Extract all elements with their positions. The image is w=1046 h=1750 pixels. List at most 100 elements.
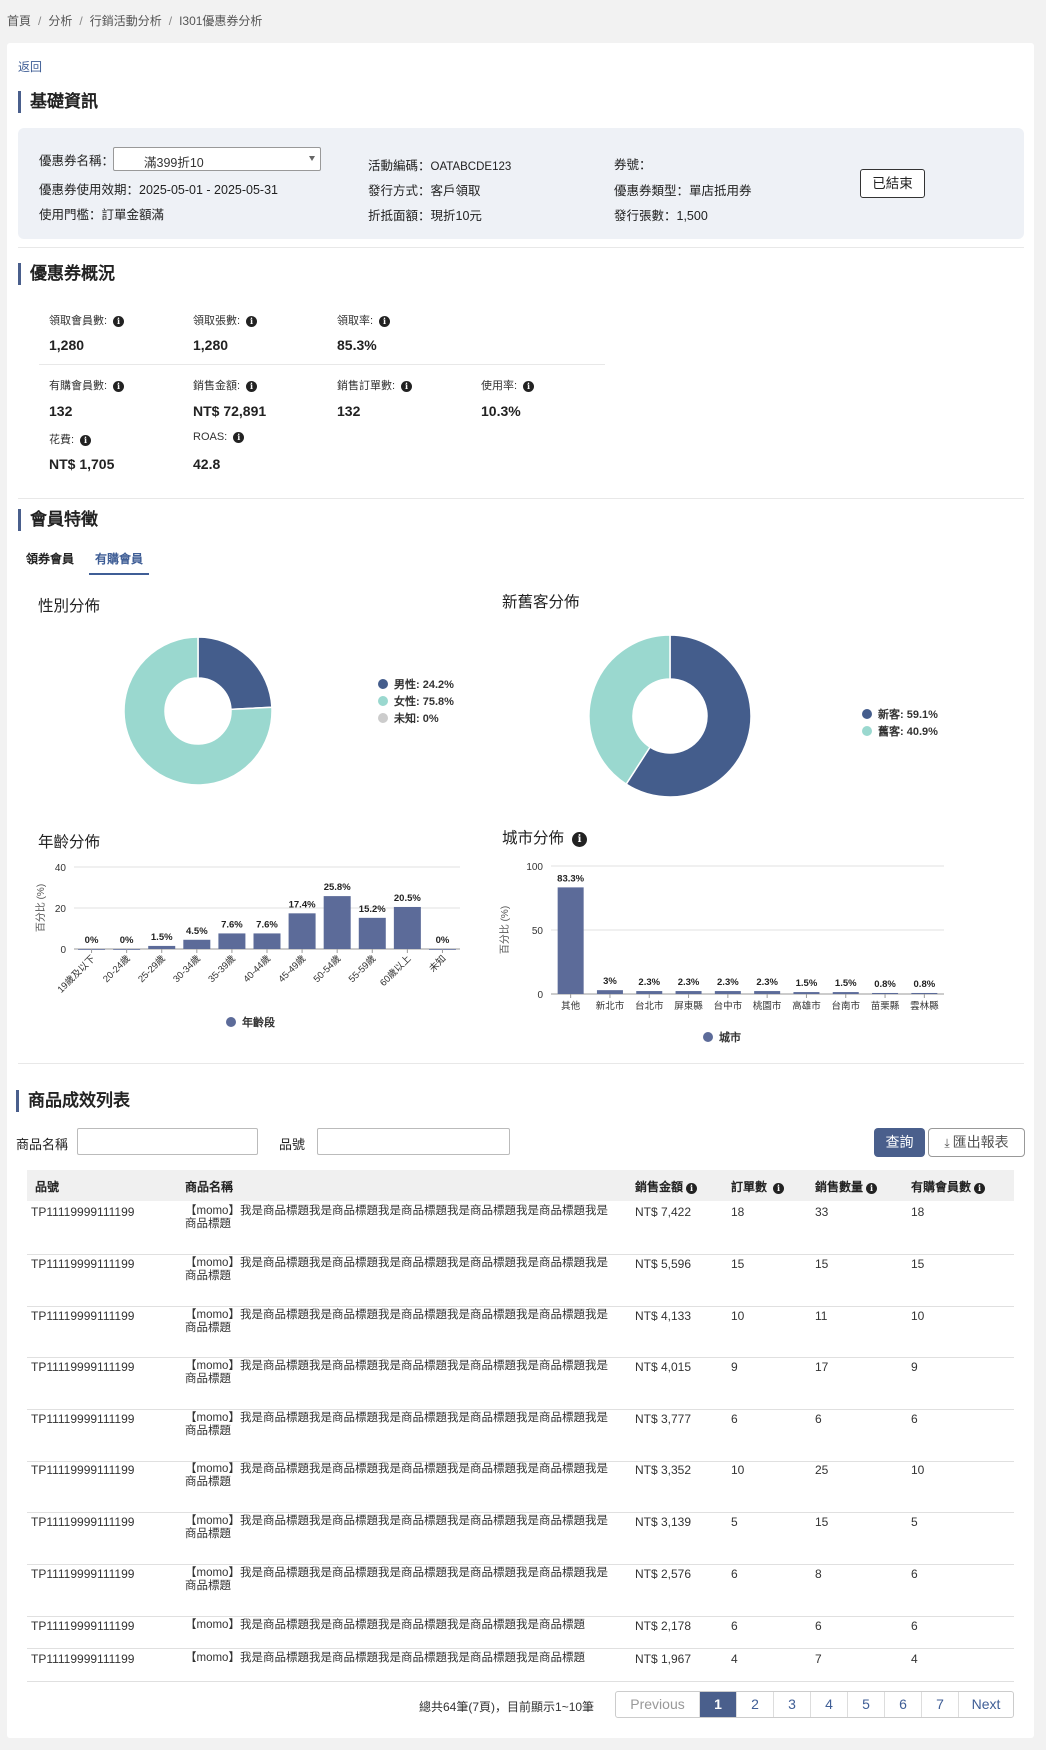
bar-高雄市[interactable]	[793, 992, 820, 994]
col-header-name[interactable]: 商品名稱	[185, 1180, 234, 1194]
row-buyers: 4	[911, 1652, 918, 1666]
row-product-name[interactable]: 【momo】我是商品標題我是商品標題我是商品標題我是商品標題我是商品標題我是商品…	[185, 1463, 608, 1488]
export-report-button[interactable]: ⤓ 匯出報表	[928, 1128, 1025, 1157]
bar-台中市[interactable]	[714, 991, 741, 994]
row-sku: TP11119999111199	[31, 1412, 135, 1426]
pagination-page-2[interactable]: 2	[737, 1692, 774, 1717]
back-link[interactable]: 返回	[18, 60, 43, 74]
pagination-page-4[interactable]: 4	[811, 1692, 848, 1717]
pagination-page-1[interactable]: 1	[700, 1692, 737, 1717]
row-product-name[interactable]: 【momo】我是商品標題我是商品標題我是商品標題我是商品標題我是商品標題我是商品…	[185, 1515, 608, 1540]
col-header-sku[interactable]: 品號	[35, 1180, 60, 1194]
table-row-divider	[27, 1616, 1014, 1617]
row-product-name[interactable]: 【momo】我是商品標題我是商品標題我是商品標題我是商品標題我是商品標題	[185, 1619, 585, 1631]
row-product-name[interactable]: 【momo】我是商品標題我是商品標題我是商品標題我是商品標題我是商品標題我是商品…	[185, 1360, 608, 1385]
bar-雲林縣[interactable]	[911, 992, 938, 994]
pie-slice-舊客[interactable]	[588, 634, 671, 786]
metric-label-sales-amount: 銷售金額: i	[193, 377, 258, 393]
legend-dot	[703, 1032, 713, 1042]
coupon-name-select[interactable]: 滿399折10	[113, 147, 321, 171]
bar-55-59歲[interactable]	[358, 917, 386, 949]
bar-桃園市[interactable]	[754, 991, 781, 994]
row-qty: 25	[815, 1463, 829, 1477]
col-header-qty[interactable]: 銷售數量 i	[815, 1178, 878, 1195]
product-name-input[interactable]	[77, 1128, 258, 1155]
pagination-page-3[interactable]: 3	[774, 1692, 811, 1717]
pie-slice-新客[interactable]	[625, 634, 752, 798]
metric-value-cost: NT$ 1,705	[49, 456, 115, 472]
col-header-amount[interactable]: 銷售金額 i	[635, 1178, 698, 1195]
pie-slice-男性[interactable]	[197, 636, 273, 711]
breadcrumb-marketing[interactable]: 行銷活動分析	[89, 14, 162, 28]
pagination-info: 總共64筆(7頁)，目前顯示1~10筆	[419, 1700, 595, 1714]
bar-台南市[interactable]	[832, 992, 859, 994]
tab-buyer-members[interactable]: 有購會員	[89, 550, 150, 575]
bar-其他[interactable]	[557, 887, 584, 994]
x-tick-label: 30-34歲	[171, 952, 204, 985]
table-row-divider	[27, 1648, 1014, 1649]
breadcrumb-home[interactable]: 首頁	[7, 14, 32, 28]
city-bar-chart: 0 50 100 百分比 (%) 83.3% 其他 3% 新北市 2.3% 台北市 2.3% 屏東縣 2…	[499, 862, 944, 1012]
col-header-buyers[interactable]: 有購會員數 i	[911, 1178, 986, 1195]
x-tick-label: 屏東縣	[674, 1000, 703, 1012]
x-tick-label: 其他	[561, 1000, 581, 1012]
row-product-name[interactable]: 【momo】我是商品標題我是商品標題我是商品標題我是商品標題我是商品標題	[185, 1652, 585, 1664]
x-tick-label: 台南市	[831, 1000, 860, 1012]
divider	[18, 498, 1024, 499]
row-orders: 9	[731, 1360, 738, 1374]
sku-input[interactable]	[317, 1128, 510, 1155]
bar-台北市[interactable]	[636, 991, 663, 994]
bar-60歲以上[interactable]	[393, 906, 421, 949]
row-qty: 11	[815, 1309, 828, 1323]
x-tick-label: 60歲以上	[377, 952, 413, 988]
row-amount: NT$ 7,422	[635, 1205, 692, 1219]
metric-label-roas: ROAS: i	[193, 431, 245, 443]
divider	[39, 364, 605, 365]
bar-苗栗縣[interactable]	[872, 992, 899, 994]
metric-label-buyer-members: 有購會員數: i	[49, 377, 125, 393]
table-row-divider	[27, 1306, 1014, 1307]
bar-屏東縣[interactable]	[675, 991, 702, 994]
row-buyers: 6	[911, 1619, 918, 1633]
legend-female: 女性: 75.8%	[378, 693, 454, 709]
col-header-orders[interactable]: 訂單數 i	[731, 1178, 785, 1195]
pagination-page-5[interactable]: 5	[848, 1692, 885, 1717]
bar-50-54歲[interactable]	[323, 896, 351, 949]
row-orders: 18	[731, 1205, 745, 1219]
bar-35-39歲[interactable]	[218, 933, 246, 949]
pagination-page-6[interactable]: 6	[885, 1692, 922, 1717]
breadcrumb-analysis[interactable]: 分析	[48, 14, 73, 28]
row-buyers: 10	[911, 1309, 925, 1323]
row-buyers: 6	[911, 1412, 918, 1426]
row-product-name[interactable]: 【momo】我是商品標題我是商品標題我是商品標題我是商品標題我是商品標題我是商品…	[185, 1257, 608, 1282]
bar-30-34歲[interactable]	[183, 939, 211, 949]
row-product-name[interactable]: 【momo】我是商品標題我是商品標題我是商品標題我是商品標題我是商品標題我是商品…	[185, 1412, 608, 1437]
row-buyers: 5	[911, 1515, 918, 1529]
query-button[interactable]: 查詢	[874, 1128, 925, 1157]
bar-25-29歲[interactable]	[148, 945, 176, 949]
pagination-next[interactable]: Next	[971, 1696, 1001, 1712]
row-product-name[interactable]: 【momo】我是商品標題我是商品標題我是商品標題我是商品標題我是商品標題我是商品…	[185, 1309, 608, 1334]
bar-data-label: 83.3%	[557, 873, 584, 884]
row-product-name[interactable]: 【momo】我是商品標題我是商品標題我是商品標題我是商品標題我是商品標題我是商品…	[185, 1205, 608, 1230]
coupon-threshold: 使用門檻：訂單金額滿	[39, 208, 165, 222]
row-product-name[interactable]: 【momo】我是商品標題我是商品標題我是商品標題我是商品標題我是商品標題我是商品…	[185, 1567, 608, 1592]
pie-slice-女性[interactable]	[123, 636, 273, 786]
bar-data-label: 2.3%	[638, 977, 660, 988]
row-qty: 7	[815, 1652, 822, 1666]
bar-data-label: 0%	[85, 935, 99, 946]
row-qty: 15	[815, 1257, 829, 1271]
bar-新北市[interactable]	[596, 990, 623, 994]
info-icon: i	[233, 432, 245, 443]
pagination-previous[interactable]: Previous	[616, 1692, 700, 1717]
bar-40-44歲[interactable]	[253, 933, 281, 949]
section-title-members: 會員特徵	[18, 509, 98, 531]
row-orders: 5	[731, 1515, 738, 1529]
tab-coupon-members[interactable]: 領券會員	[26, 552, 75, 566]
status-ended-button[interactable]: 已結束	[860, 169, 925, 198]
coupon-type: 優惠券類型：單店抵用券	[614, 184, 752, 198]
bar-45-49歲[interactable]	[288, 913, 316, 949]
row-sku: TP11119999111199	[31, 1257, 135, 1271]
pagination-page-7[interactable]: 7	[922, 1692, 959, 1717]
